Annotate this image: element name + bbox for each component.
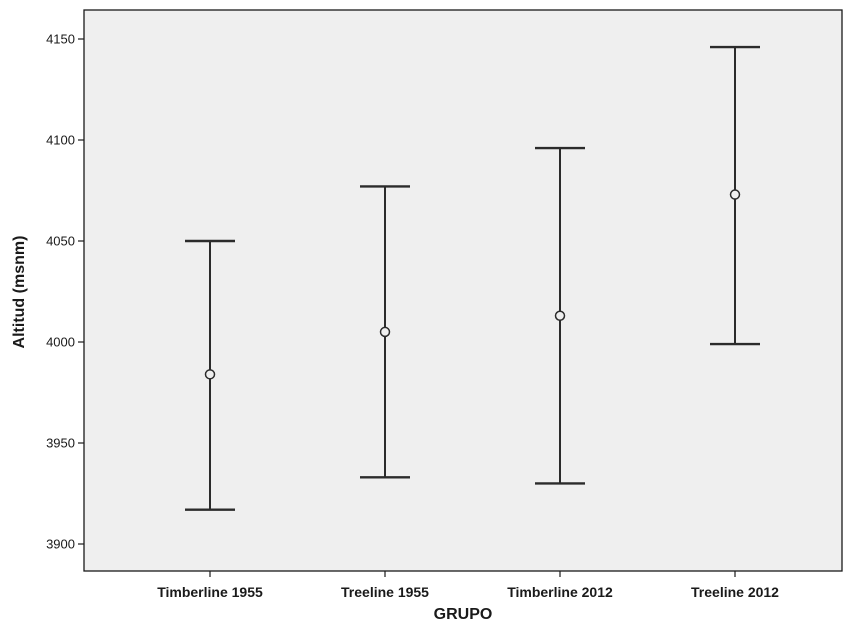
y-tick-label: 3900 bbox=[46, 537, 75, 552]
y-tick-label: 4150 bbox=[46, 32, 75, 47]
x-category-label: Timberline 1955 bbox=[157, 584, 263, 600]
error-bar-group bbox=[535, 146, 585, 485]
y-tick-label: 4000 bbox=[46, 335, 75, 350]
error-bar-group bbox=[710, 45, 760, 346]
y-axis-title: Altitud (msnm) bbox=[11, 236, 28, 349]
error-bars bbox=[185, 45, 760, 511]
x-category-label: Treeline 1955 bbox=[341, 584, 429, 600]
y-tick-label: 4100 bbox=[46, 133, 75, 148]
x-axis: Timberline 1955 Treeline 1955 Timberline 2… bbox=[157, 571, 779, 600]
mean-point bbox=[554, 310, 566, 321]
error-bar-group bbox=[360, 185, 410, 479]
x-axis-title: GRUPO bbox=[434, 606, 493, 623]
mean-point bbox=[204, 369, 216, 380]
y-tick-label: 3950 bbox=[46, 436, 75, 451]
mean-point bbox=[379, 326, 391, 338]
y-tick-label: 4050 bbox=[46, 234, 75, 249]
plot-area bbox=[83, 9, 843, 572]
y-axis: 3900 3950 4000 4050 4100 4150 bbox=[46, 32, 84, 552]
x-category-label: Treeline 2012 bbox=[691, 584, 779, 600]
x-category-label: Timberline 2012 bbox=[507, 584, 613, 600]
error-bar-group bbox=[185, 239, 235, 511]
mean-point bbox=[729, 189, 741, 200]
